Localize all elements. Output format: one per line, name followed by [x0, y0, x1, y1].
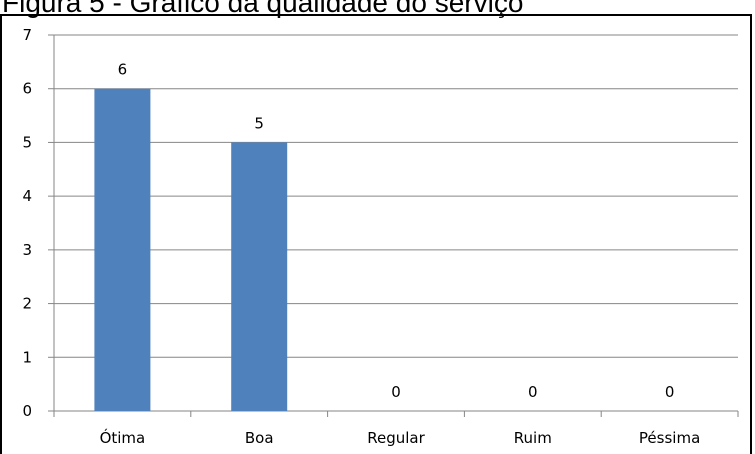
y-tick-label: 4	[22, 187, 32, 205]
bar-boa	[231, 142, 288, 411]
bar-ótima	[94, 88, 151, 411]
data-label: 0	[665, 383, 675, 401]
y-tick-label: 2	[22, 295, 32, 313]
y-tick-label: 5	[22, 133, 32, 151]
axis-layer: 0 1 2 3 4 5 6 7	[22, 26, 739, 420]
y-tick-label: 1	[22, 348, 32, 366]
y-tick-label: 3	[22, 241, 32, 259]
data-label: 6	[118, 61, 128, 79]
x-tick-label: Regular	[367, 429, 425, 447]
data-label: 0	[391, 383, 401, 401]
x-tick-label: Ótima	[100, 428, 146, 447]
x-tick-label: Boa	[245, 429, 274, 447]
x-tick-label: Péssima	[639, 429, 700, 447]
y-tick-label: 6	[22, 80, 32, 98]
data-label: 5	[254, 114, 264, 132]
figure-caption: Figura 5 - Gráfico da qualidade do servi…	[2, 0, 524, 18]
bar-layer	[94, 88, 288, 411]
chart-frame	[0, 14, 752, 454]
data-label: 0	[528, 383, 538, 401]
label-layer: 6 Ótima 5 Boa 0 Regular 0 Ruim 0 Péssima	[100, 61, 701, 447]
y-tick-label: 0	[22, 402, 32, 420]
grid-layer	[54, 34, 738, 358]
y-tick-label: 7	[22, 26, 32, 44]
x-tick-label: Ruim	[514, 429, 552, 447]
